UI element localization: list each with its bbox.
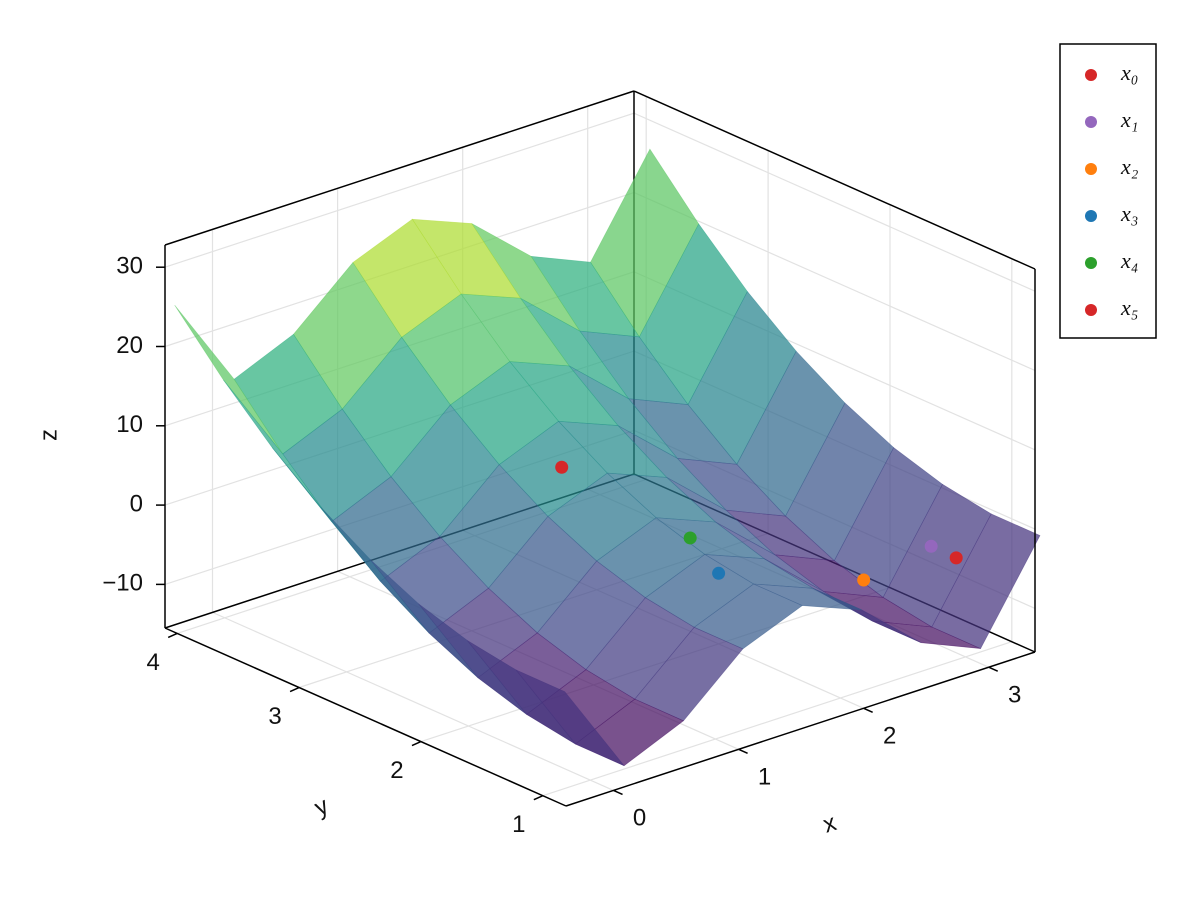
- y-tick: [167, 632, 178, 639]
- legend-marker: [1085, 69, 1097, 81]
- x-tick-label: 0: [633, 805, 646, 832]
- x-tick: [863, 707, 873, 713]
- legend-label: x₁: [1120, 107, 1138, 132]
- y-tick: [533, 795, 544, 801]
- z-tick-label: 30: [116, 253, 143, 280]
- legend-marker: [1085, 304, 1097, 316]
- data-point: [857, 573, 871, 587]
- z-tick-label: −10: [102, 570, 143, 597]
- data-point: [555, 460, 569, 474]
- axis-frame: [565, 651, 1036, 807]
- y-tick-label: 2: [390, 757, 403, 784]
- legend: x₀ x₁ x₂ x₃ x₄ x₅: [1085, 60, 1139, 320]
- data-point: [949, 551, 963, 565]
- legend-label: x₂: [1120, 154, 1139, 179]
- x-tick-label: 2: [883, 723, 896, 750]
- legend-label: x₄: [1120, 248, 1138, 273]
- z-axis-label: z: [35, 429, 62, 441]
- y-tick: [289, 686, 300, 693]
- y-tick-label: 4: [147, 649, 160, 676]
- legend-label: x₃: [1120, 201, 1138, 226]
- axis-frame: [633, 90, 1036, 270]
- legend-marker: [1085, 257, 1097, 269]
- points: [555, 460, 963, 587]
- x-tick-label: 1: [758, 764, 771, 791]
- z-tick-label: 0: [130, 490, 143, 517]
- axis-frame: [164, 90, 635, 246]
- z-tick-label: 20: [116, 332, 143, 359]
- legend-label: x₅: [1120, 295, 1138, 320]
- legend-label: x₀: [1120, 60, 1138, 85]
- data-point: [683, 531, 697, 545]
- legend-box: [1059, 43, 1157, 339]
- axis-frame: [164, 627, 567, 807]
- x-tick-label: 3: [1008, 682, 1021, 709]
- x-tick: [613, 789, 623, 796]
- data-point: [924, 539, 938, 553]
- z-tick-label: 10: [116, 411, 143, 438]
- data-point: [712, 566, 726, 580]
- surface: [174, 148, 1041, 767]
- x-tick: [738, 748, 748, 755]
- legend-marker: [1085, 210, 1097, 222]
- y-tick: [411, 740, 422, 747]
- ticks: 0 1 2 3 1 2 3 4 −10 0 10 20 30: [102, 253, 1021, 839]
- y-tick-label: 3: [268, 703, 281, 730]
- legend-marker: [1085, 116, 1097, 128]
- legend-marker: [1085, 163, 1097, 175]
- y-tick-label: 1: [512, 811, 525, 838]
- frame-front: [164, 90, 1036, 807]
- x-tick: [988, 666, 999, 672]
- surface-patch: [515, 669, 625, 766]
